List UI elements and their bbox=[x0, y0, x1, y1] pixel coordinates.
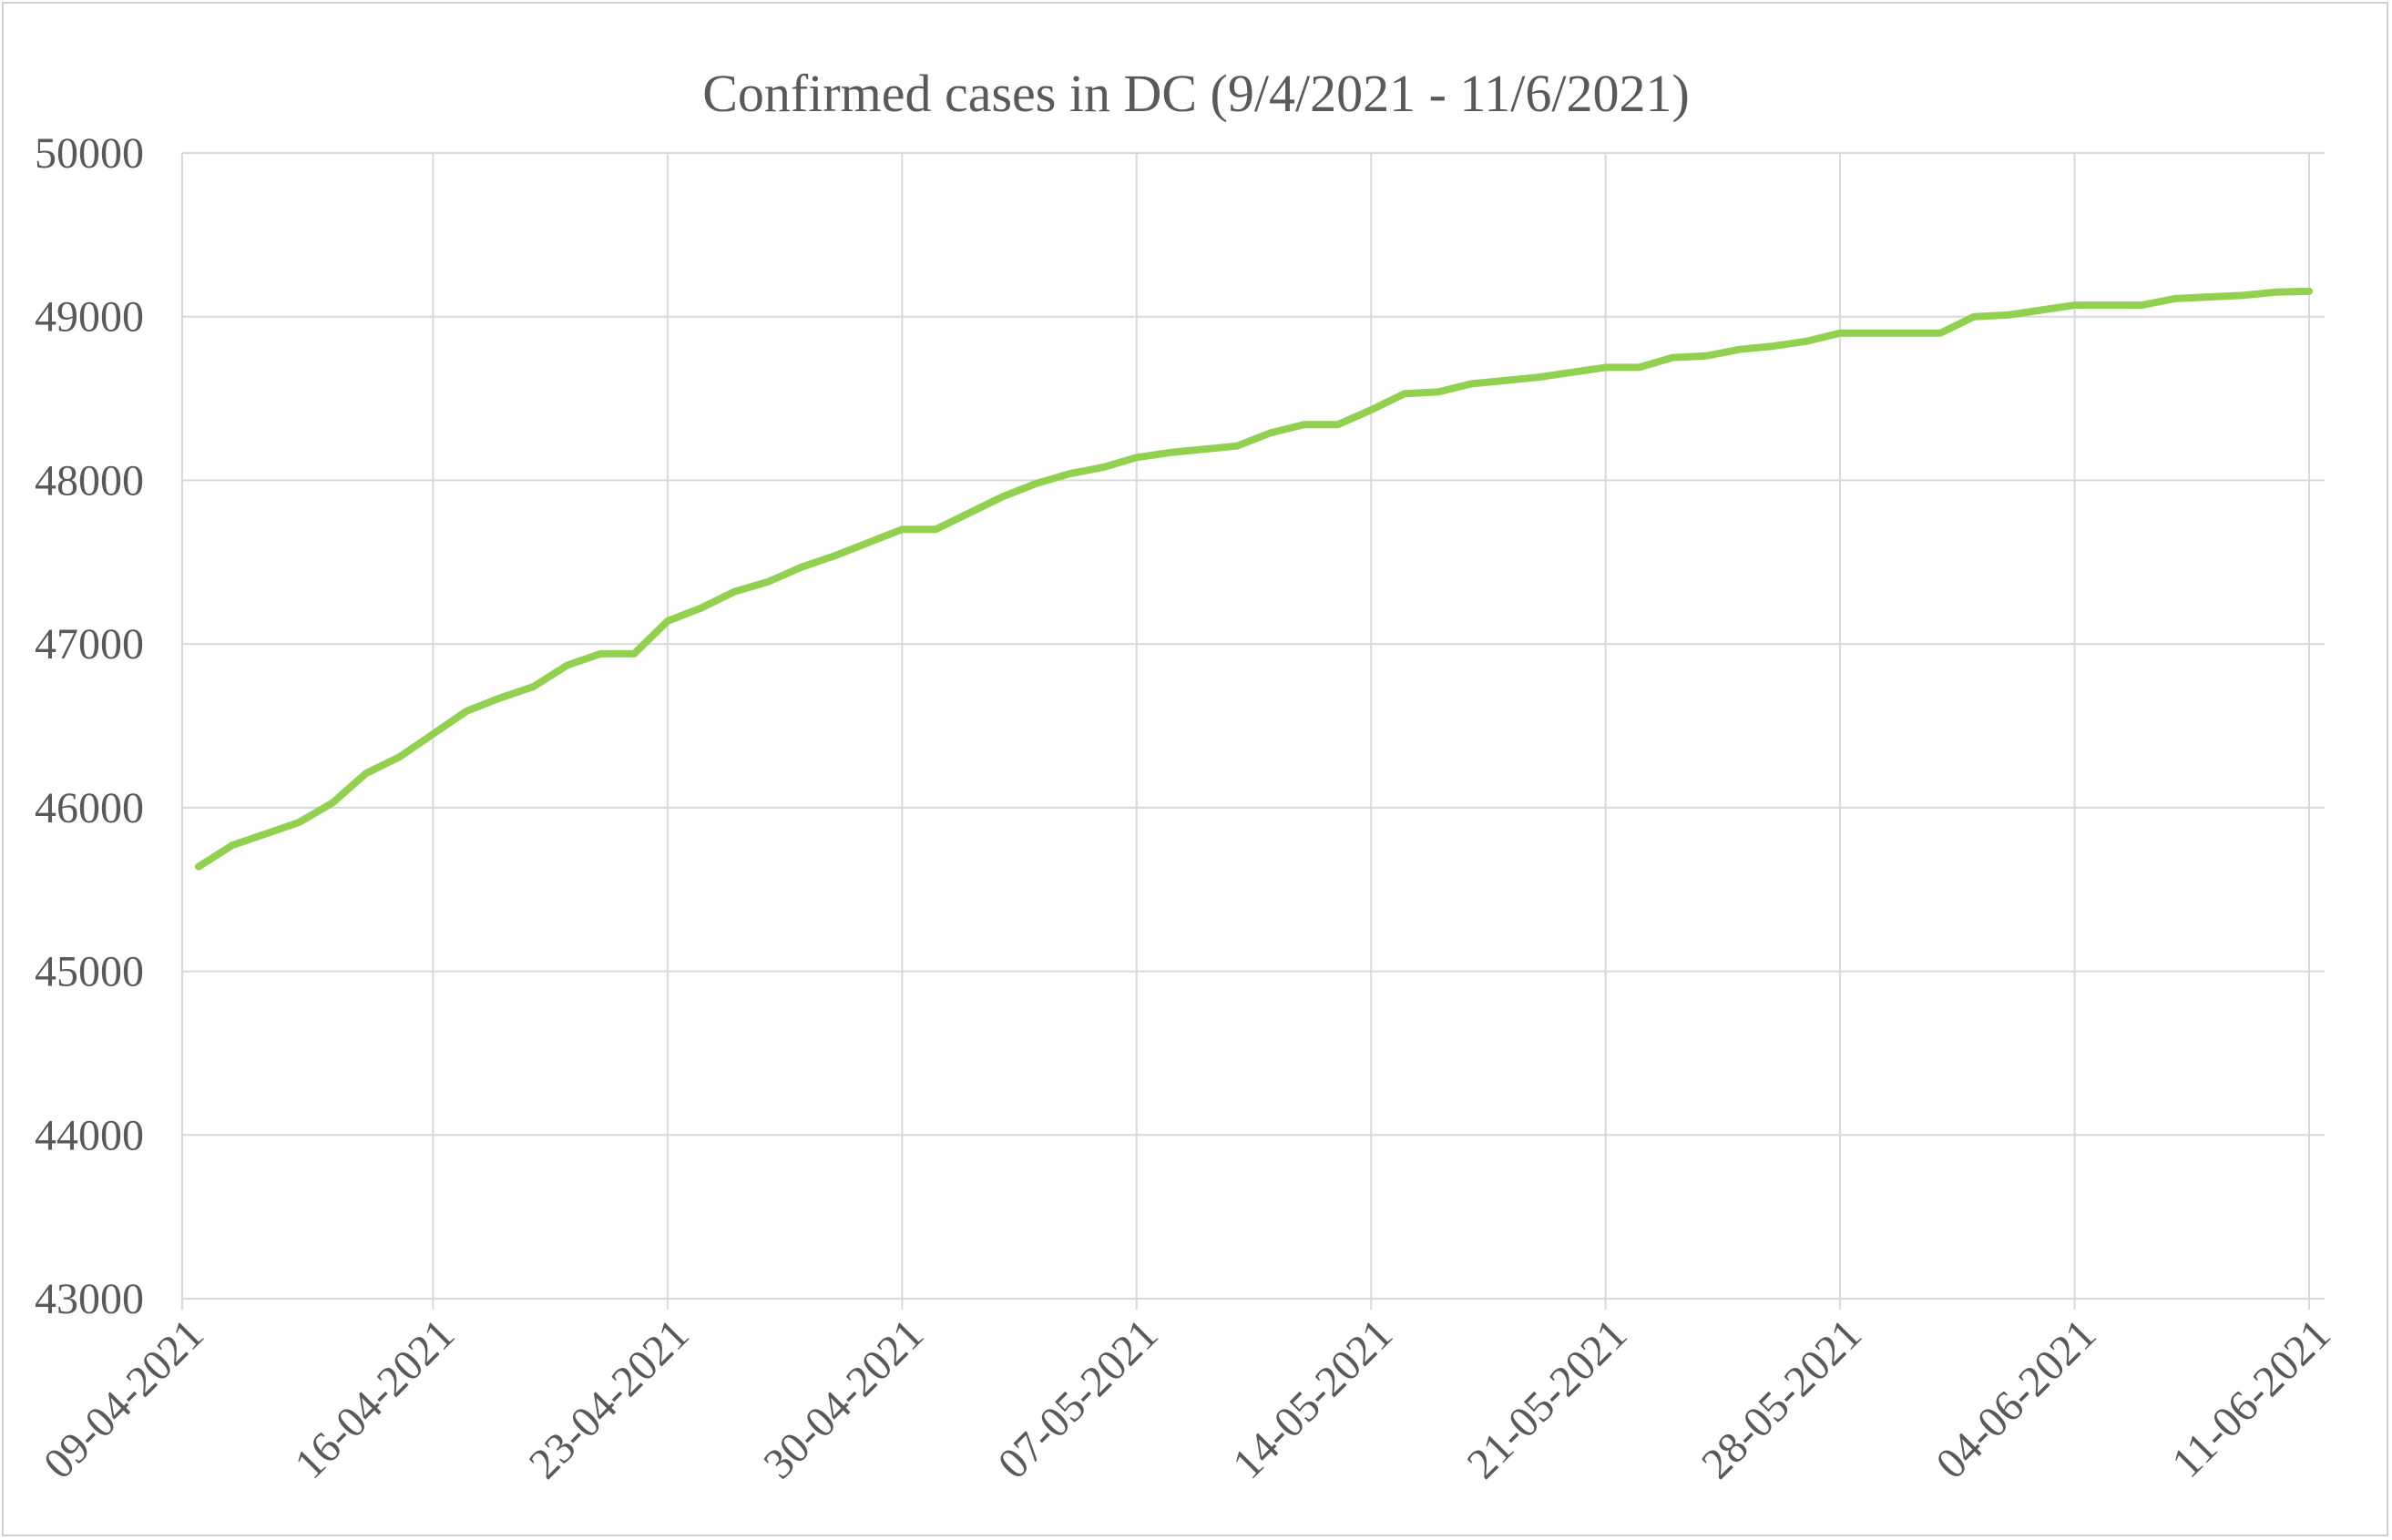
y-tick-label: 45000 bbox=[35, 948, 144, 996]
data-point bbox=[2239, 292, 2244, 298]
data-point bbox=[430, 731, 435, 737]
data-point bbox=[1536, 374, 1541, 380]
data-point bbox=[1837, 331, 1843, 336]
data-point bbox=[2206, 294, 2212, 300]
data-point bbox=[1234, 444, 1240, 449]
data-point bbox=[1334, 422, 1340, 427]
y-axis-ticks: 43000 44000 45000 46000 47000 48000 49000 50000 bbox=[35, 129, 144, 1323]
data-point bbox=[2005, 312, 2010, 318]
x-tick-label: 16-04-2021 bbox=[285, 1310, 464, 1488]
data-point bbox=[2172, 296, 2178, 301]
data-point bbox=[699, 606, 704, 611]
data-point bbox=[196, 864, 201, 870]
x-tick-label: 09-04-2021 bbox=[35, 1310, 213, 1488]
data-point bbox=[497, 695, 503, 700]
y-tick-label: 43000 bbox=[35, 1275, 144, 1323]
data-point bbox=[833, 553, 838, 558]
x-tick-label: 21-05-2021 bbox=[1458, 1310, 1637, 1488]
data-point bbox=[397, 754, 403, 760]
data-point bbox=[1067, 471, 1072, 476]
data-point bbox=[1134, 454, 1140, 460]
y-tick-label: 50000 bbox=[35, 129, 144, 178]
data-point bbox=[330, 800, 335, 805]
data-point bbox=[1000, 494, 1006, 499]
data-point bbox=[1971, 314, 1977, 320]
data-point bbox=[1804, 339, 1809, 344]
data-point bbox=[1871, 331, 1876, 336]
grid bbox=[181, 152, 2325, 1310]
data-point bbox=[731, 589, 737, 595]
data-point bbox=[899, 526, 905, 532]
data-point bbox=[765, 579, 771, 585]
x-tick-label: 28-05-2021 bbox=[1692, 1310, 1871, 1488]
series-line-confirmed-cases bbox=[195, 287, 2313, 871]
data-point bbox=[2105, 302, 2111, 308]
data-point bbox=[631, 651, 637, 657]
y-tick-label: 49000 bbox=[35, 293, 144, 342]
data-point bbox=[1905, 331, 1910, 336]
data-point bbox=[1436, 389, 1441, 394]
data-point bbox=[933, 526, 938, 532]
y-tick-label: 44000 bbox=[35, 1111, 144, 1159]
data-point bbox=[2139, 302, 2144, 308]
y-tick-label: 47000 bbox=[35, 620, 144, 668]
data-point bbox=[1670, 355, 1675, 361]
data-point bbox=[1737, 347, 1743, 352]
data-point bbox=[1201, 446, 1206, 452]
data-point bbox=[1771, 343, 1776, 349]
data-point bbox=[565, 663, 570, 668]
x-tick-label: 11-06-2021 bbox=[2162, 1310, 2340, 1487]
x-tick-label: 07-05-2021 bbox=[989, 1310, 1168, 1488]
y-tick-label: 48000 bbox=[35, 456, 144, 505]
data-point bbox=[230, 842, 235, 848]
data-point bbox=[799, 565, 804, 570]
data-point bbox=[598, 651, 603, 657]
data-point bbox=[1502, 378, 1508, 383]
data-point bbox=[1100, 464, 1106, 470]
data-point bbox=[1569, 370, 1575, 375]
data-point bbox=[966, 510, 972, 515]
data-point bbox=[296, 820, 302, 825]
data-point bbox=[464, 709, 469, 714]
data-point bbox=[1703, 353, 1709, 359]
data-point bbox=[1636, 364, 1641, 370]
series-layer bbox=[195, 287, 2313, 871]
data-point bbox=[866, 540, 872, 546]
data-point bbox=[1033, 481, 1038, 486]
x-tick-label: 30-04-2021 bbox=[754, 1310, 933, 1488]
x-tick-label: 14-05-2021 bbox=[1223, 1310, 1402, 1488]
data-point bbox=[665, 618, 670, 624]
data-point bbox=[2072, 302, 2078, 308]
data-point bbox=[1368, 407, 1374, 413]
data-point bbox=[1937, 331, 1943, 336]
data-point bbox=[2273, 290, 2278, 295]
data-point bbox=[1603, 364, 1609, 370]
x-axis-ticks: 09-04-2021 16-04-2021 23-04-2021 30-04-2021… bbox=[35, 1310, 2340, 1488]
data-point bbox=[263, 831, 269, 837]
x-tick-label: 23-04-2021 bbox=[520, 1310, 699, 1488]
x-tick-label: 04-06-2021 bbox=[1927, 1310, 2105, 1488]
data-point bbox=[1168, 450, 1173, 455]
data-point bbox=[363, 770, 369, 776]
data-point bbox=[2306, 289, 2312, 294]
data-point bbox=[531, 684, 537, 689]
data-point bbox=[1302, 422, 1307, 427]
data-point bbox=[1402, 391, 1407, 396]
data-point bbox=[1268, 430, 1273, 435]
data-point bbox=[2039, 308, 2044, 313]
data-point bbox=[1469, 381, 1475, 386]
chart-title: Confirmed cases in DC (9/4/2021 - 11/6/2… bbox=[702, 64, 1690, 123]
y-tick-label: 46000 bbox=[35, 784, 144, 832]
